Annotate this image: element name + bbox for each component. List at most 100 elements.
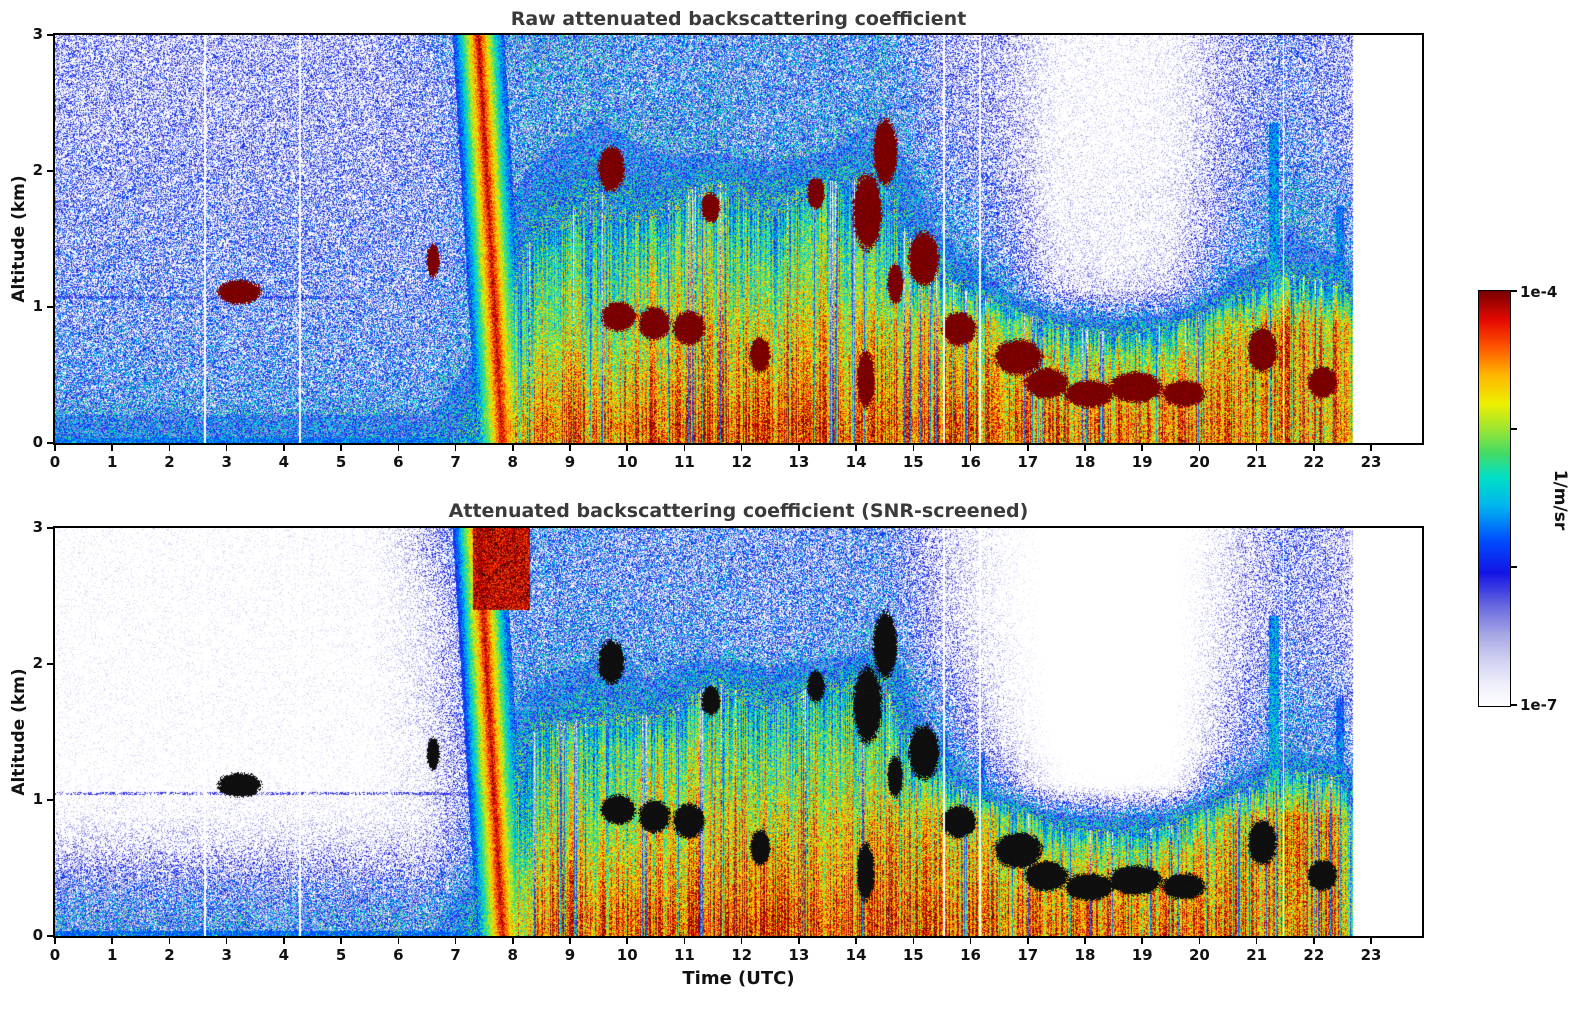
x-tick-mark <box>512 938 514 944</box>
x-tick-mark <box>855 938 857 944</box>
x-tick-mark <box>168 938 171 944</box>
x-tick-label: 5 <box>335 946 347 964</box>
colorbar-units-label: 1/m/sr <box>1550 469 1570 531</box>
x-tick-mark <box>569 445 571 451</box>
x-tick-label: 11 <box>673 946 695 964</box>
x-tick-mark <box>1255 445 1258 451</box>
x-tick-label: 16 <box>960 453 981 471</box>
x-tick-label: 7 <box>450 946 461 964</box>
colorbar <box>1478 290 1511 707</box>
x-tick-mark <box>1141 938 1143 944</box>
y-tick-label: 0 <box>32 433 43 451</box>
x-tick-mark <box>340 938 342 944</box>
colorbar-canvas <box>1479 291 1510 706</box>
x-tick-mark <box>683 938 686 944</box>
y-tick-mark <box>47 799 53 801</box>
y-tick-label: 1 <box>32 297 43 315</box>
y-tick-label: 3 <box>32 518 43 536</box>
colorbar-min-label: 1e-7 <box>1520 696 1558 714</box>
x-tick-mark <box>740 938 743 944</box>
x-tick-label: 0 <box>49 946 61 964</box>
x-tick-label: 18 <box>1074 453 1096 471</box>
x-tick-mark <box>454 445 457 451</box>
x-tick-label: 18 <box>1074 946 1096 964</box>
x-tick-label: 17 <box>1017 946 1039 964</box>
x-tick-label: 14 <box>845 946 867 964</box>
x-tick-mark <box>798 445 800 451</box>
x-tick-label: 2 <box>164 453 175 471</box>
x-tick-label: 9 <box>564 453 576 471</box>
x-tick-mark <box>1141 445 1143 451</box>
x-tick-label: 21 <box>1246 946 1268 964</box>
x-tick-label: 3 <box>221 453 232 471</box>
x-tick-mark <box>569 938 571 944</box>
y-axis-label-top: Altitude (km) <box>9 175 29 303</box>
colorbar-max-label: 1e-4 <box>1520 283 1558 301</box>
x-tick-mark <box>969 445 972 451</box>
x-tick-label: 8 <box>507 453 518 471</box>
colorbar-tick-mark <box>1511 290 1517 292</box>
x-tick-label: 23 <box>1360 453 1382 471</box>
y-tick-mark <box>47 527 53 529</box>
x-tick-mark <box>912 445 915 451</box>
x-tick-label: 15 <box>902 946 924 964</box>
x-tick-label: 22 <box>1303 946 1325 964</box>
x-tick-mark <box>283 938 285 944</box>
panel-title-screened: Attenuated backscattering coefficient (S… <box>448 500 1029 522</box>
x-tick-label: 8 <box>507 946 518 964</box>
x-tick-mark <box>1084 445 1086 451</box>
x-tick-label: 4 <box>278 453 290 471</box>
y-tick-mark <box>47 306 53 308</box>
y-tick-label: 1 <box>32 790 43 808</box>
x-tick-mark <box>340 445 342 451</box>
x-tick-label: 9 <box>564 946 576 964</box>
x-tick-mark <box>1084 938 1086 944</box>
x-tick-label: 23 <box>1360 946 1382 964</box>
x-tick-mark <box>1027 445 1029 451</box>
x-tick-label: 3 <box>221 946 232 964</box>
x-tick-mark <box>111 445 113 451</box>
x-tick-label: 12 <box>731 453 753 471</box>
x-tick-mark <box>969 938 972 944</box>
x-tick-label: 14 <box>845 453 867 471</box>
y-axis-label-bottom: Altitude (km) <box>9 668 29 796</box>
x-tick-mark <box>111 938 113 944</box>
x-tick-label: 11 <box>673 453 695 471</box>
x-tick-label: 13 <box>788 453 810 471</box>
y-tick-label: 2 <box>32 161 43 179</box>
y-tick-mark <box>47 663 53 665</box>
x-tick-label: 12 <box>731 946 753 964</box>
x-tick-label: 10 <box>616 946 638 964</box>
x-tick-label: 22 <box>1303 453 1325 471</box>
y-tick-label: 2 <box>32 654 43 672</box>
panel-title-raw: Raw attenuated backscattering coefficien… <box>510 8 967 30</box>
x-tick-label: 17 <box>1017 453 1039 471</box>
y-tick-mark <box>47 935 53 937</box>
y-tick-label: 0 <box>32 926 43 944</box>
x-tick-mark <box>1313 445 1315 451</box>
x-tick-mark <box>1255 938 1258 944</box>
x-tick-label: 20 <box>1188 946 1210 964</box>
x-tick-mark <box>397 445 400 451</box>
x-tick-label: 21 <box>1246 453 1268 471</box>
x-tick-mark <box>454 938 457 944</box>
x-tick-label: 0 <box>49 453 61 471</box>
x-tick-mark <box>397 938 400 944</box>
x-tick-label: 6 <box>393 946 404 964</box>
x-tick-mark <box>798 938 800 944</box>
x-tick-mark <box>626 445 628 451</box>
y-tick-mark <box>47 170 53 172</box>
x-tick-label: 5 <box>335 453 347 471</box>
x-tick-mark <box>1027 938 1029 944</box>
x-tick-label: 10 <box>616 453 638 471</box>
x-tick-label: 13 <box>788 946 810 964</box>
x-tick-label: 1 <box>107 946 118 964</box>
x-tick-label: 19 <box>1131 946 1153 964</box>
x-tick-label: 20 <box>1188 453 1210 471</box>
x-tick-label: 15 <box>902 453 924 471</box>
x-tick-label: 19 <box>1131 453 1153 471</box>
x-tick-mark <box>283 445 285 451</box>
x-tick-mark <box>225 445 228 451</box>
x-tick-mark <box>512 445 514 451</box>
